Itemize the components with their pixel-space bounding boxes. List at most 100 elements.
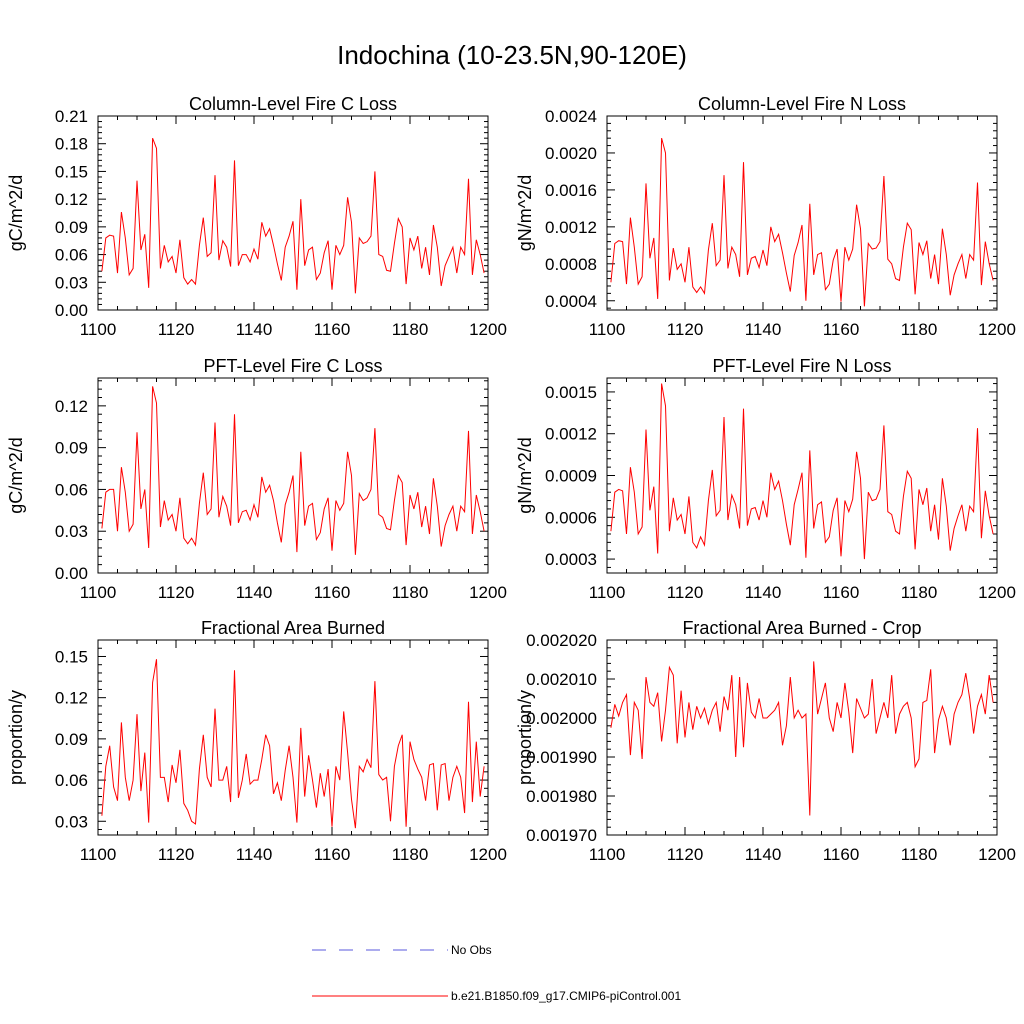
y-tick-label: 0.0003 (545, 550, 597, 569)
y-tick-label: 0.0015 (545, 383, 597, 402)
x-tick-label: 1160 (823, 583, 860, 602)
x-tick-label: 1100 (80, 320, 117, 339)
series-line (610, 138, 994, 307)
plot-frame (97, 377, 489, 574)
y-tick-label: 0.21 (55, 107, 88, 126)
x-tick-label: 1120 (158, 583, 195, 602)
legend-label-control-run: b.e21.B1850.f09_g17.CMIP6-piControl.001 (451, 989, 681, 1003)
x-tick-label: 1100 (589, 845, 626, 864)
y-tick-label: 0.09 (55, 439, 88, 458)
y-axis-label: gC/m^2/d (6, 175, 26, 251)
legend: No Obs b.e21.B1850.f09_g17.CMIP6-piContr… (312, 943, 681, 1003)
y-tick-label: 0.001990 (526, 748, 597, 767)
y-axis-label: gN/m^2/d (515, 175, 535, 251)
x-tick-label: 1140 (236, 845, 273, 864)
x-tick-label: 1120 (158, 320, 195, 339)
x-tick-label: 1180 (392, 583, 429, 602)
chart-panel-3: PFT-Level Fire C Loss gC/m^2/d 1100 1120 114… (6, 356, 507, 602)
y-tick-label: 0.03 (55, 273, 88, 292)
y-tick-label: 0.00 (55, 564, 88, 583)
x-tick-label: 1120 (667, 320, 704, 339)
y-axis-label: gN/m^2/d (515, 437, 535, 513)
x-tick-label: 1100 (589, 320, 626, 339)
x-tick-label: 1200 (978, 320, 1016, 339)
x-tick-label: 1180 (901, 845, 938, 864)
x-tick-label: 1200 (469, 583, 507, 602)
y-tick-label: 0.12 (55, 397, 88, 416)
plot-frame (97, 639, 489, 836)
chart-panel-1: Column-Level Fire C Loss gC/m^2/d 1100 1120… (6, 94, 507, 339)
y-tick-label: 0.002000 (526, 709, 597, 728)
y-tick-label: 0.0012 (545, 218, 597, 237)
x-tick-label: 1200 (469, 845, 507, 864)
x-tick-label: 1100 (80, 583, 117, 602)
y-axis-label: proportion/y (6, 690, 26, 785)
y-tick-label: 0.002010 (526, 670, 597, 689)
y-tick-label: 0.0016 (545, 181, 597, 200)
chart-panel-6: Fractional Area Burned - Crop proportion/… (515, 618, 1016, 864)
x-tick-label: 1120 (667, 845, 704, 864)
panel-title: Column-Level Fire N Loss (698, 94, 906, 114)
y-tick-label: 0.0008 (545, 255, 597, 274)
x-tick-label: 1200 (978, 845, 1016, 864)
x-tick-label: 1100 (589, 583, 626, 602)
legend-label-no-obs: No Obs (451, 943, 492, 957)
x-tick-label: 1160 (314, 583, 351, 602)
y-tick-label: 0.0012 (545, 425, 597, 444)
x-tick-label: 1180 (392, 845, 429, 864)
panels: Column-Level Fire C Loss gC/m^2/d 1100 1120… (6, 94, 1016, 864)
y-tick-label: 0.0009 (545, 467, 597, 486)
x-tick-label: 1160 (314, 845, 351, 864)
y-tick-label: 0.12 (55, 190, 88, 209)
x-tick-label: 1100 (80, 845, 117, 864)
x-tick-label: 1140 (745, 845, 782, 864)
y-tick-label: 0.001980 (526, 787, 597, 806)
y-tick-label: 0.00 (55, 301, 88, 320)
x-tick-label: 1200 (978, 583, 1016, 602)
y-tick-label: 0.0024 (545, 107, 597, 126)
y-axis-label: proportion/y (515, 690, 535, 785)
plot-frame (606, 639, 998, 836)
y-axis-label: gC/m^2/d (6, 437, 26, 513)
plot-frame (606, 377, 998, 574)
x-tick-label: 1160 (823, 845, 860, 864)
plot-frame (97, 115, 489, 311)
panel-title: Column-Level Fire C Loss (189, 94, 397, 114)
chart-panel-4: PFT-Level Fire N Loss gN/m^2/d 1100 1120 114… (515, 356, 1016, 602)
x-tick-label: 1140 (745, 583, 782, 602)
chart-panel-5: Fractional Area Burned proportion/y 1100 11… (6, 618, 507, 864)
x-tick-label: 1140 (745, 320, 782, 339)
x-tick-label: 1200 (469, 320, 507, 339)
series-line (610, 661, 994, 816)
y-tick-label: 0.06 (55, 480, 88, 499)
y-tick-label: 0.0020 (545, 144, 597, 163)
y-tick-label: 0.09 (55, 218, 88, 237)
y-tick-label: 0.15 (55, 647, 88, 666)
y-tick-label: 0.002020 (526, 631, 597, 650)
x-tick-label: 1160 (314, 320, 351, 339)
panel-title: PFT-Level Fire C Loss (203, 356, 382, 376)
y-tick-label: 0.0006 (545, 508, 597, 527)
x-tick-label: 1120 (667, 583, 704, 602)
panel-title: Fractional Area Burned (201, 618, 385, 638)
y-tick-label: 0.06 (55, 246, 88, 265)
y-tick-label: 0.001970 (526, 826, 597, 845)
page-title: Indochina (10-23.5N,90-120E) (337, 40, 687, 70)
y-tick-label: 0.12 (55, 689, 88, 708)
y-tick-label: 0.06 (55, 771, 88, 790)
y-tick-label: 0.0004 (545, 292, 597, 311)
series-line (101, 386, 485, 555)
x-tick-label: 1180 (901, 583, 938, 602)
x-tick-label: 1180 (392, 320, 429, 339)
x-tick-label: 1180 (901, 320, 938, 339)
plot-frame (606, 115, 998, 311)
x-tick-label: 1120 (158, 845, 195, 864)
series-line (101, 659, 485, 829)
series-line (101, 137, 485, 294)
series-line (610, 383, 994, 560)
y-tick-label: 0.15 (55, 162, 88, 181)
chart-panel-2: Column-Level Fire N Loss gN/m^2/d 1100 1120… (515, 94, 1016, 339)
y-tick-label: 0.03 (55, 812, 88, 831)
y-tick-label: 0.03 (55, 522, 88, 541)
